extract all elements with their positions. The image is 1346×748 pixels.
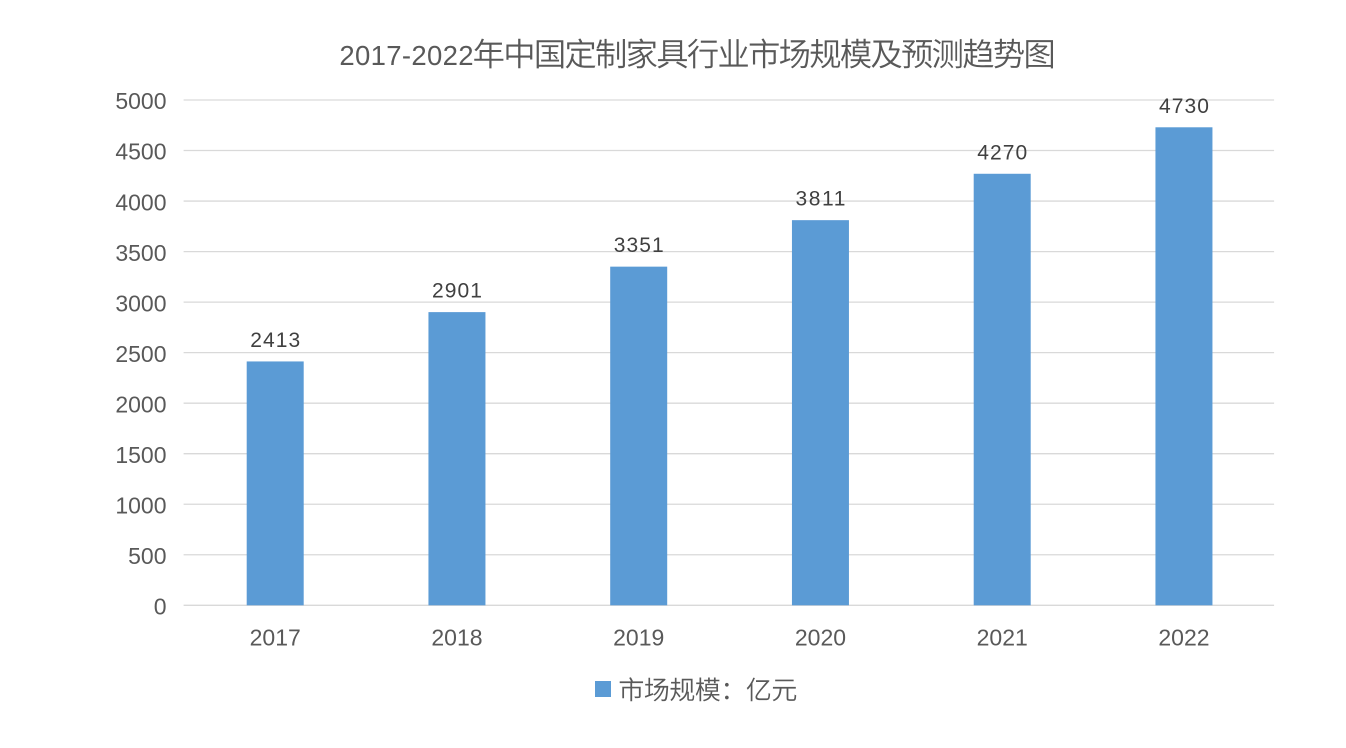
svg-text:2020: 2020 xyxy=(795,625,846,651)
svg-text:2901: 2901 xyxy=(432,280,482,303)
svg-text:2021: 2021 xyxy=(977,625,1028,651)
svg-text:2000: 2000 xyxy=(115,391,166,417)
svg-text:4270: 4270 xyxy=(977,141,1027,164)
svg-text:2017: 2017 xyxy=(250,625,301,651)
svg-text:2413: 2413 xyxy=(250,329,300,352)
svg-text:2018: 2018 xyxy=(431,625,482,651)
svg-text:4500: 4500 xyxy=(115,139,166,165)
svg-text:3500: 3500 xyxy=(115,240,166,266)
svg-text:1000: 1000 xyxy=(115,492,166,518)
svg-text:500: 500 xyxy=(128,543,166,569)
svg-text:2500: 2500 xyxy=(115,341,166,367)
svg-text:1500: 1500 xyxy=(115,442,166,468)
svg-text:0: 0 xyxy=(154,594,167,620)
svg-text:4000: 4000 xyxy=(115,189,166,215)
svg-text:5000: 5000 xyxy=(115,88,166,114)
svg-text:2022: 2022 xyxy=(1158,625,1209,651)
svg-text:4730: 4730 xyxy=(1159,95,1209,118)
svg-text:2019: 2019 xyxy=(613,625,664,651)
svg-text:3351: 3351 xyxy=(614,234,664,257)
svg-text:2017-2022: 2017-2022 xyxy=(339,40,473,71)
svg-text:3000: 3000 xyxy=(115,290,166,316)
